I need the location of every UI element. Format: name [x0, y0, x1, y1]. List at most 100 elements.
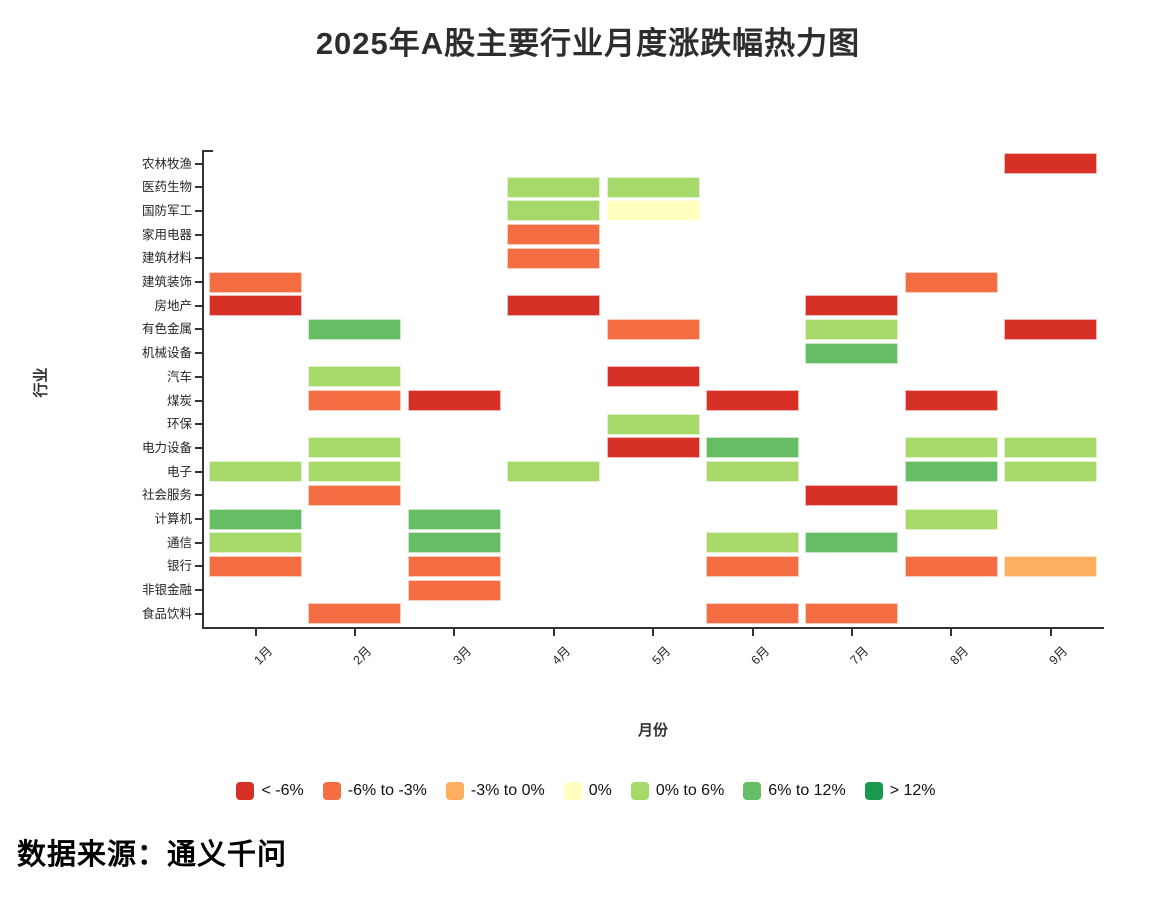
heatmap-cell	[805, 318, 899, 340]
y-tick	[195, 446, 202, 449]
heatmap-cell	[805, 484, 899, 506]
heatmap-cell	[209, 555, 302, 577]
heatmap-cell	[1004, 555, 1098, 577]
x-tick-label: 6月	[748, 643, 773, 668]
heatmap-cell	[1004, 318, 1098, 340]
y-tick	[195, 186, 202, 189]
y-tick-label: 房地产	[154, 298, 192, 313]
heatmap-cell	[209, 461, 302, 483]
y-tick-label: 计算机	[154, 512, 192, 526]
x-tick	[353, 629, 356, 636]
y-tick-label: 汽车	[166, 369, 192, 384]
heatmap-cell	[507, 461, 601, 483]
y-tick	[195, 257, 202, 260]
y-tick-label: 非银金融	[141, 583, 192, 598]
heatmap-cell	[805, 603, 899, 625]
heatmap-cell	[706, 603, 799, 625]
x-tick	[552, 629, 555, 636]
y-tick	[195, 612, 202, 615]
heatmap-cell	[1004, 437, 1098, 459]
x-tick	[254, 629, 257, 636]
legend-swatch	[630, 782, 649, 800]
legend-label: 0% to 6%	[655, 782, 725, 799]
legend-item: -6% to -3%	[322, 782, 427, 800]
y-tick	[195, 399, 202, 402]
y-tick	[195, 328, 202, 331]
heatmap-cell	[308, 366, 402, 388]
x-tick-label: 2月	[350, 643, 375, 668]
y-tick	[195, 589, 202, 592]
y-tick-label: 社会服务	[141, 488, 192, 503]
y-tick	[195, 162, 202, 165]
x-axis-line	[202, 627, 1104, 629]
heatmap-cell	[507, 200, 601, 222]
heatmap-cell	[507, 176, 601, 198]
y-tick-label: 医药生物	[141, 180, 192, 195]
x-tick-label: 8月	[947, 643, 972, 668]
legend-item: 0% to 6%	[630, 782, 725, 800]
y-tick-label: 农林牧渔	[141, 156, 192, 171]
heatmap-cell	[507, 224, 601, 246]
heatmap-cell	[308, 437, 402, 459]
legend: < -6% -6% to -3% -3% to 0% 0% 0% to 6% 6% to …	[0, 782, 1152, 800]
heatmap-cell	[904, 271, 998, 293]
y-tick-label: 有色金属	[141, 322, 192, 337]
x-tick-label: 1月	[251, 643, 276, 668]
legend-swatch	[445, 782, 464, 800]
y-axis-top-tick	[204, 150, 213, 152]
heatmap-cell	[805, 342, 899, 364]
heatmap-cell	[606, 176, 700, 198]
y-tick	[195, 541, 202, 544]
heatmap-cell	[407, 579, 501, 601]
heatmap-cell	[308, 390, 402, 411]
y-tick-label: 煤炭	[166, 393, 192, 408]
y-tick-label: 银行	[166, 559, 192, 574]
x-tick	[652, 629, 655, 636]
legend-label: -6% to -3%	[347, 782, 427, 799]
y-tick-label: 电子	[166, 464, 192, 479]
y-tick	[195, 233, 202, 236]
y-tick-label: 机械设备	[141, 346, 192, 361]
legend-item: < -6%	[236, 782, 304, 800]
heatmap-cell	[507, 295, 601, 317]
legend-swatch	[322, 782, 341, 800]
heatmap-cell	[706, 437, 799, 459]
legend-swatch	[743, 782, 762, 800]
y-tick	[195, 375, 202, 378]
y-tick	[195, 281, 202, 283]
legend-label: -3% to 0%	[470, 782, 545, 799]
y-tick-label: 环保	[166, 417, 192, 432]
y-tick-label: 通信	[166, 535, 192, 550]
heatmap-cell	[606, 318, 700, 340]
y-tick-label: 电力设备	[141, 440, 192, 455]
heatmap-cell	[706, 390, 799, 411]
heatmap-cell	[904, 390, 998, 411]
data-source-note: 数据来源：通义千问	[17, 839, 288, 871]
heatmap-cell	[407, 532, 501, 554]
legend-item: 6% to 12%	[743, 782, 846, 800]
heatmap-cell	[706, 555, 799, 577]
heatmap-cell	[507, 247, 601, 269]
heatmap-cell	[308, 603, 402, 625]
heatmap-cell	[904, 437, 998, 459]
x-tick-label: 9月	[1046, 643, 1071, 668]
y-tick	[195, 304, 202, 307]
heatmap-cell	[209, 508, 302, 530]
x-tick-label: 5月	[649, 643, 673, 668]
y-tick	[195, 352, 202, 355]
heatmap-cell	[706, 532, 799, 554]
heatmap-cell	[209, 295, 302, 317]
x-tick	[850, 629, 853, 636]
heatmap-cell	[706, 461, 799, 483]
x-tick	[950, 629, 953, 636]
heatmap-cell	[407, 390, 501, 411]
heatmap-cell	[1004, 461, 1098, 483]
legend-swatch	[864, 782, 883, 800]
y-axis-line	[202, 150, 204, 628]
heatmap-cell	[904, 555, 998, 577]
legend-swatch	[563, 782, 582, 800]
y-tick	[195, 423, 202, 426]
y-tick-label: 建筑材料	[141, 251, 192, 266]
y-tick	[195, 494, 202, 497]
x-axis-title: 月份	[637, 722, 668, 739]
